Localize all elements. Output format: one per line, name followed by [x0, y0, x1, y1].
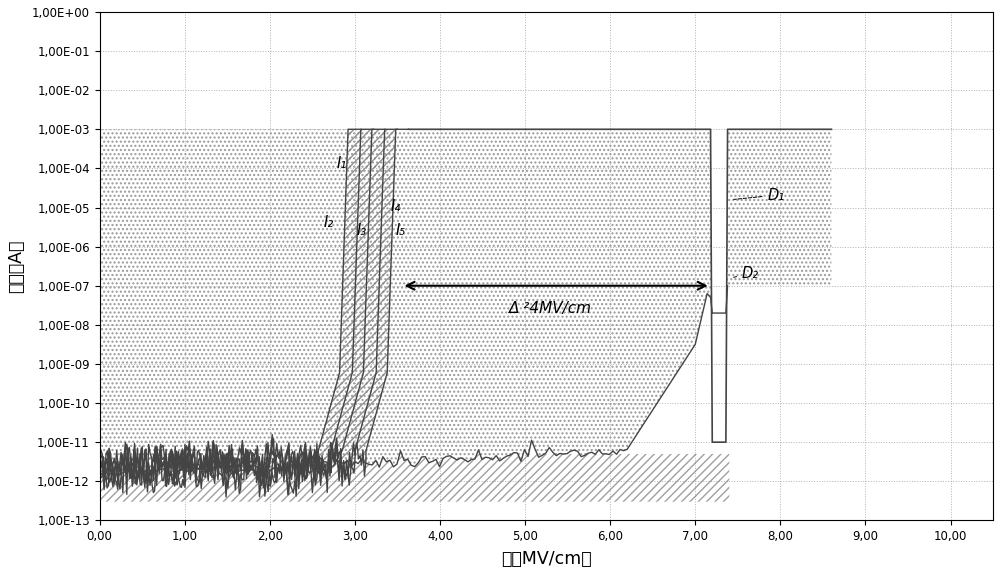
Text: I₃: I₃ [357, 223, 367, 238]
X-axis label: 场（MV/cm）: 场（MV/cm） [501, 550, 592, 568]
Text: I₁: I₁ [336, 156, 346, 171]
Text: I₅: I₅ [396, 223, 406, 238]
Text: D₂: D₂ [734, 266, 759, 281]
Text: I₂: I₂ [323, 215, 334, 230]
Text: D₁: D₁ [734, 187, 785, 202]
Text: Δ ²4MV/cm: Δ ²4MV/cm [509, 301, 592, 316]
Y-axis label: 电流（A）: 电流（A） [7, 239, 25, 293]
Text: I₄: I₄ [391, 200, 401, 214]
